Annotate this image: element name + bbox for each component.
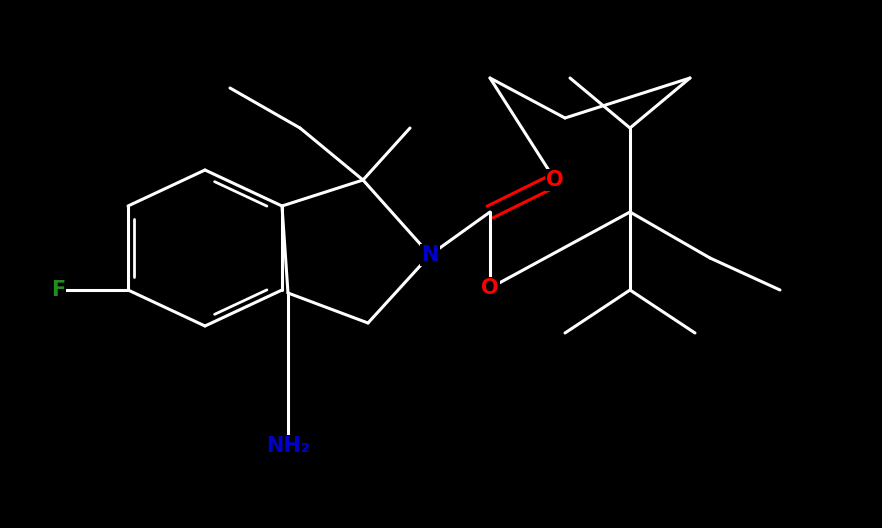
- Text: F: F: [51, 280, 65, 300]
- Text: O: O: [546, 170, 564, 190]
- Text: N: N: [422, 245, 438, 265]
- Text: NH₂: NH₂: [266, 436, 310, 456]
- Text: O: O: [482, 278, 499, 298]
